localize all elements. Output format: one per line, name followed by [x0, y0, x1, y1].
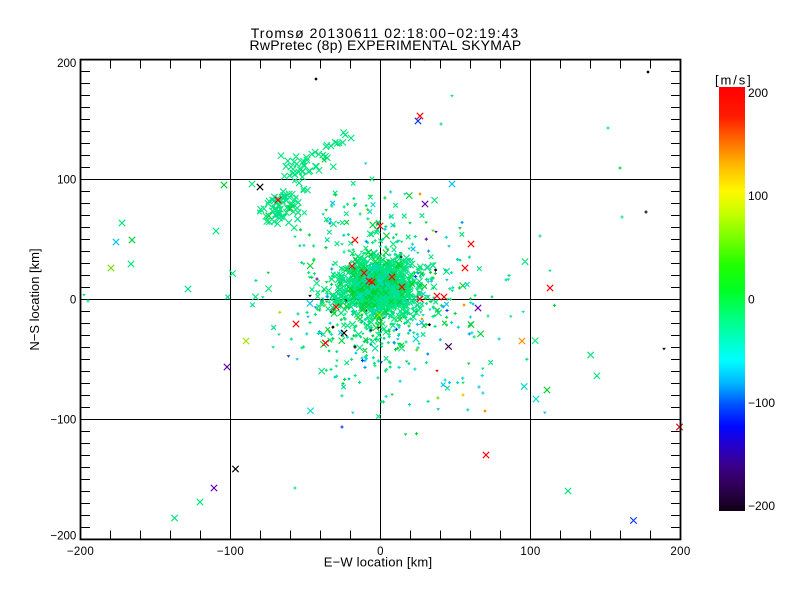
svg-text:0: 0 [748, 292, 755, 306]
svg-text:−100: −100 [50, 415, 76, 427]
svg-text:200: 200 [670, 546, 690, 558]
svg-text:N−S location [km]: N−S location [km] [27, 248, 42, 350]
svg-text:−100: −100 [748, 396, 775, 410]
svg-text:−200: −200 [50, 531, 76, 543]
svg-text:Tromsø 20130611 02:18:00−02:19: Tromsø 20130611 02:18:00−02:19:43 [251, 25, 520, 41]
svg-text:200: 200 [748, 86, 768, 100]
svg-text:0: 0 [377, 546, 384, 558]
svg-text:100: 100 [520, 546, 540, 558]
svg-text:100: 100 [57, 175, 76, 187]
svg-text:0: 0 [70, 295, 76, 307]
svg-text:−200: −200 [67, 546, 94, 558]
svg-text:−200: −200 [748, 499, 775, 513]
svg-text:200: 200 [57, 58, 76, 70]
svg-text:RwPretec (8p) EXPERIMENTAL SKY: RwPretec (8p) EXPERIMENTAL SKYMAP [249, 37, 521, 53]
svg-text:100: 100 [748, 189, 768, 203]
svg-text:−100: −100 [217, 546, 244, 558]
svg-text:[m/s]: [m/s] [715, 73, 753, 88]
svg-text:E−W location [km]: E−W location [km] [324, 555, 433, 570]
